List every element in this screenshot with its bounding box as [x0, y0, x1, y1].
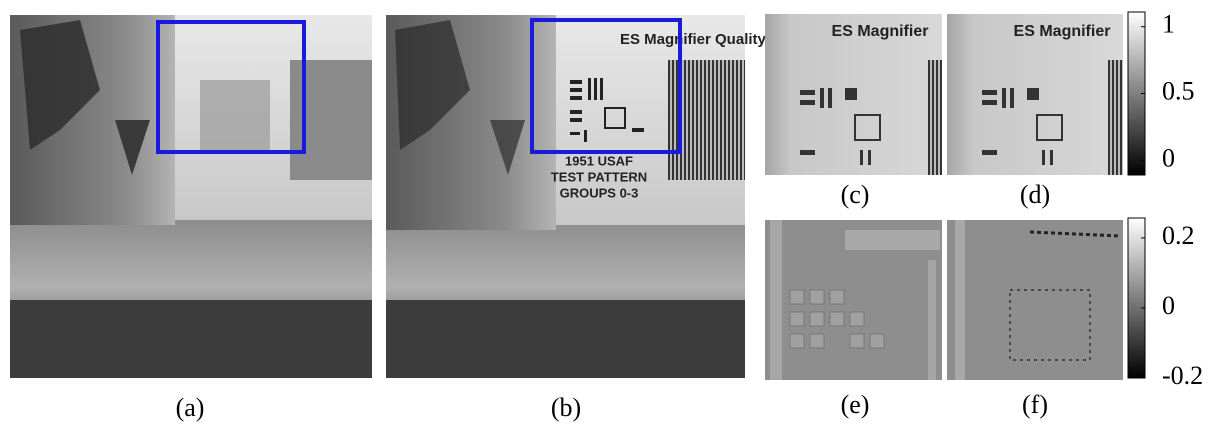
- tick-label: 0: [1162, 291, 1175, 320]
- caption: (f): [1022, 390, 1048, 419]
- tick-label: 0: [1162, 143, 1175, 172]
- image-b: ES Magnifier Quality Re 1951 USAF TEST P…: [386, 15, 789, 378]
- tick-label: 1: [1162, 10, 1175, 39]
- image-text: TEST PATTERN: [551, 169, 647, 184]
- image-text: ES Magnifier: [1014, 23, 1111, 40]
- colorbar: 10.50: [1128, 10, 1195, 175]
- image-text: GROUPS 0-3: [560, 185, 639, 200]
- image-f: [947, 220, 1123, 380]
- tick-label: 0.2: [1162, 221, 1195, 250]
- image-text: ES Magnifier: [832, 23, 929, 40]
- caption: (d): [1020, 180, 1050, 209]
- caption: (b): [551, 393, 581, 422]
- tick-label: 0.5: [1162, 76, 1195, 105]
- image-text: 1951 USAF: [565, 153, 633, 168]
- tick-label: -0.2: [1162, 361, 1203, 390]
- figure: ES Magnifier Quality Re 1951 USAF TEST P…: [0, 0, 1217, 424]
- image-c: ES Magnifier: [765, 14, 942, 175]
- image-e: [765, 220, 942, 380]
- caption: (a): [176, 393, 205, 422]
- caption: (e): [841, 390, 870, 419]
- image-d: ES Magnifier: [947, 14, 1123, 175]
- caption: (c): [841, 180, 870, 209]
- colorbar: 0.2 0 -0.2: [1128, 218, 1203, 390]
- image-text: ES Magnifier Quality Re: [620, 31, 789, 48]
- image-a: [10, 15, 372, 378]
